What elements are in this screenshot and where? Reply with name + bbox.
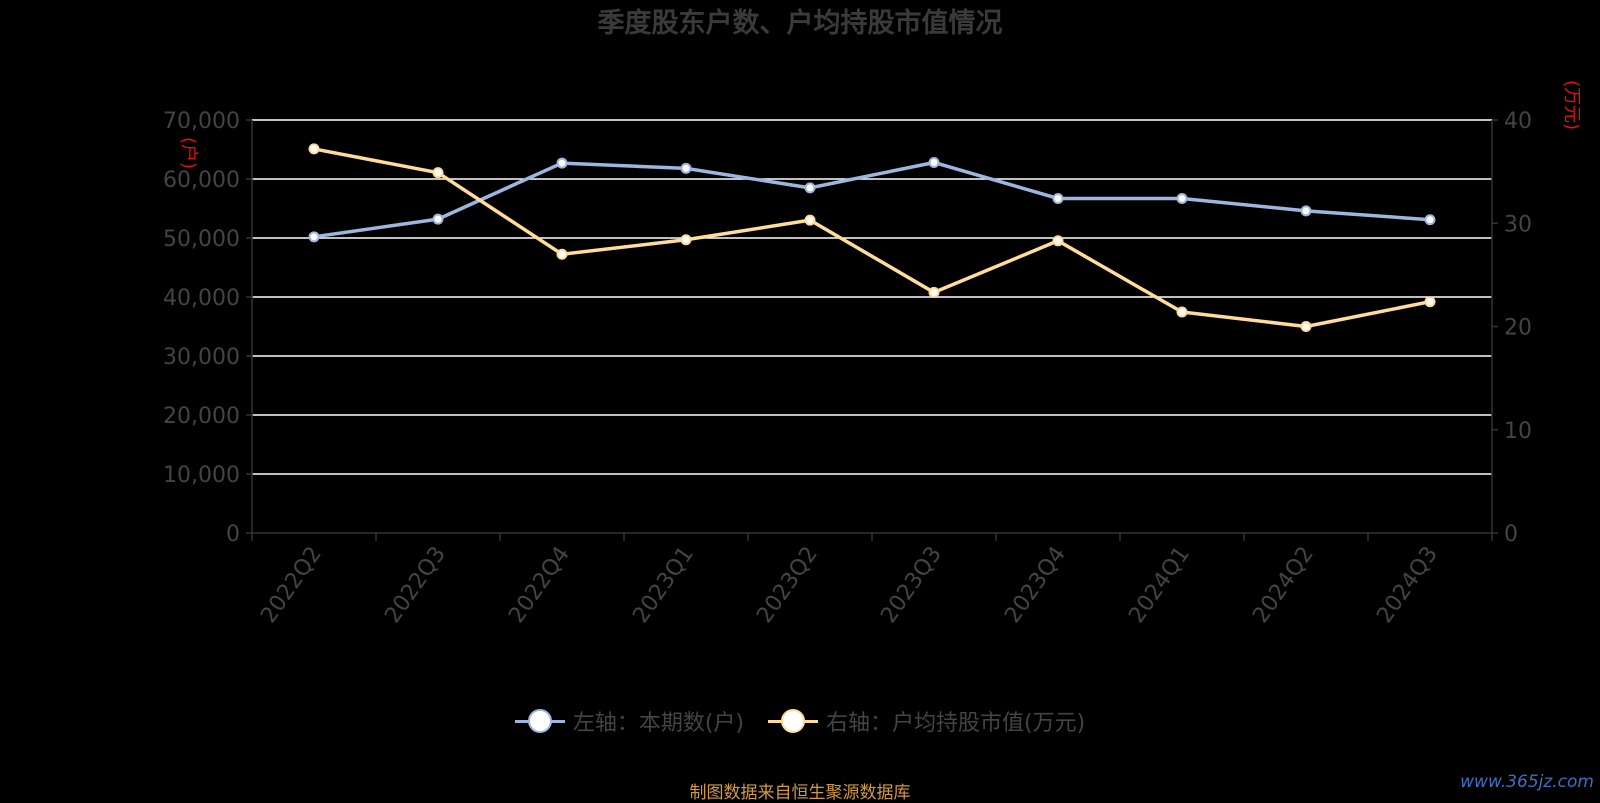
legend-label-households: 左轴：本期数(户) — [572, 711, 744, 736]
x-tick-label: 2024Q3 — [1372, 542, 1443, 628]
left-axis-ticks: 0 10,000 20,000 30,000 40,000 50,000 60,000 70,… — [163, 109, 252, 547]
right-axis-ticks: 0 10 20 30 40 — [1492, 109, 1532, 547]
x-tick-label: 2022Q4 — [504, 542, 575, 628]
series-point-0 — [928, 156, 940, 168]
series-line-0 — [313, 160, 1431, 239]
series-point-1 — [308, 143, 320, 155]
series-point-0 — [1424, 214, 1436, 226]
legend-line-circle-icon — [514, 706, 565, 736]
left-tick-label: 40,000 — [163, 286, 240, 311]
x-tick-label: 2022Q2 — [256, 542, 327, 628]
x-tick-label: 2024Q1 — [1124, 542, 1195, 628]
series-point-0 — [1052, 192, 1064, 204]
series-point-1 — [1300, 321, 1312, 332]
right-tick-label: 30 — [1504, 212, 1532, 237]
series-point-0 — [308, 231, 320, 243]
left-tick-label: 0 — [226, 522, 240, 547]
series-point-1 — [804, 214, 816, 226]
series-line-1 — [313, 147, 1431, 329]
series-point-1 — [1176, 306, 1188, 318]
right-tick-label: 20 — [1504, 316, 1532, 341]
right-tick-label: 40 — [1504, 109, 1532, 134]
left-tick-label: 10,000 — [163, 463, 240, 488]
legend-item-avg-value[interactable]: 右轴：户均持股市值(万元) — [768, 705, 1085, 737]
series-point-0 — [556, 157, 568, 169]
series-point-0 — [1300, 205, 1312, 217]
left-tick-label: 50,000 — [163, 227, 240, 252]
left-axis-unit-label: (户) — [178, 137, 199, 169]
series-point-1 — [680, 234, 692, 246]
chart-title: 季度股东户数、户均持股市值情况 — [598, 7, 1003, 39]
x-axis-ticks: 2022Q2 2022Q3 2022Q4 2023Q1 2023Q2 2023Q3 2023… — [251, 533, 1493, 628]
series-layer — [308, 143, 1436, 332]
left-tick-label: 70,000 — [163, 109, 240, 134]
x-tick-label: 2023Q4 — [1000, 542, 1071, 628]
series-point-0 — [1176, 192, 1188, 204]
x-tick-label: 2023Q1 — [628, 542, 699, 628]
data-source-note: 制图数据来自恒生聚源数据库 — [689, 783, 911, 803]
left-tick-label: 20,000 — [163, 404, 240, 429]
watermark: www.365jz.com — [1460, 772, 1594, 792]
series-point-1 — [1052, 235, 1064, 247]
right-tick-label: 0 — [1504, 522, 1518, 547]
series-point-1 — [1424, 296, 1436, 308]
series-point-0 — [432, 213, 444, 225]
legend-line-circle-icon — [768, 706, 818, 736]
series-point-1 — [432, 167, 444, 179]
series-point-0 — [680, 162, 692, 174]
series-point-1 — [556, 248, 568, 260]
x-tick-label: 2024Q2 — [1248, 542, 1319, 628]
right-axis-unit-label: (万元) — [1561, 80, 1582, 130]
right-tick-label: 10 — [1504, 419, 1532, 444]
left-tick-label: 30,000 — [163, 345, 240, 370]
series-point-1 — [928, 286, 940, 298]
series-point-0 — [804, 182, 816, 194]
x-tick-label: 2023Q3 — [876, 542, 947, 628]
legend-item-households[interactable]: 左轴：本期数(户) — [514, 705, 744, 737]
left-tick-label: 60,000 — [163, 168, 240, 193]
legend-label-avg-value: 右轴：户均持股市值(万元) — [826, 711, 1086, 736]
legend: 左轴：本期数(户) 右轴：户均持股市值(万元) — [0, 705, 1600, 737]
x-tick-label: 2023Q2 — [752, 542, 823, 628]
x-tick-label: 2022Q3 — [380, 542, 451, 628]
grid-lines — [252, 119, 1492, 475]
